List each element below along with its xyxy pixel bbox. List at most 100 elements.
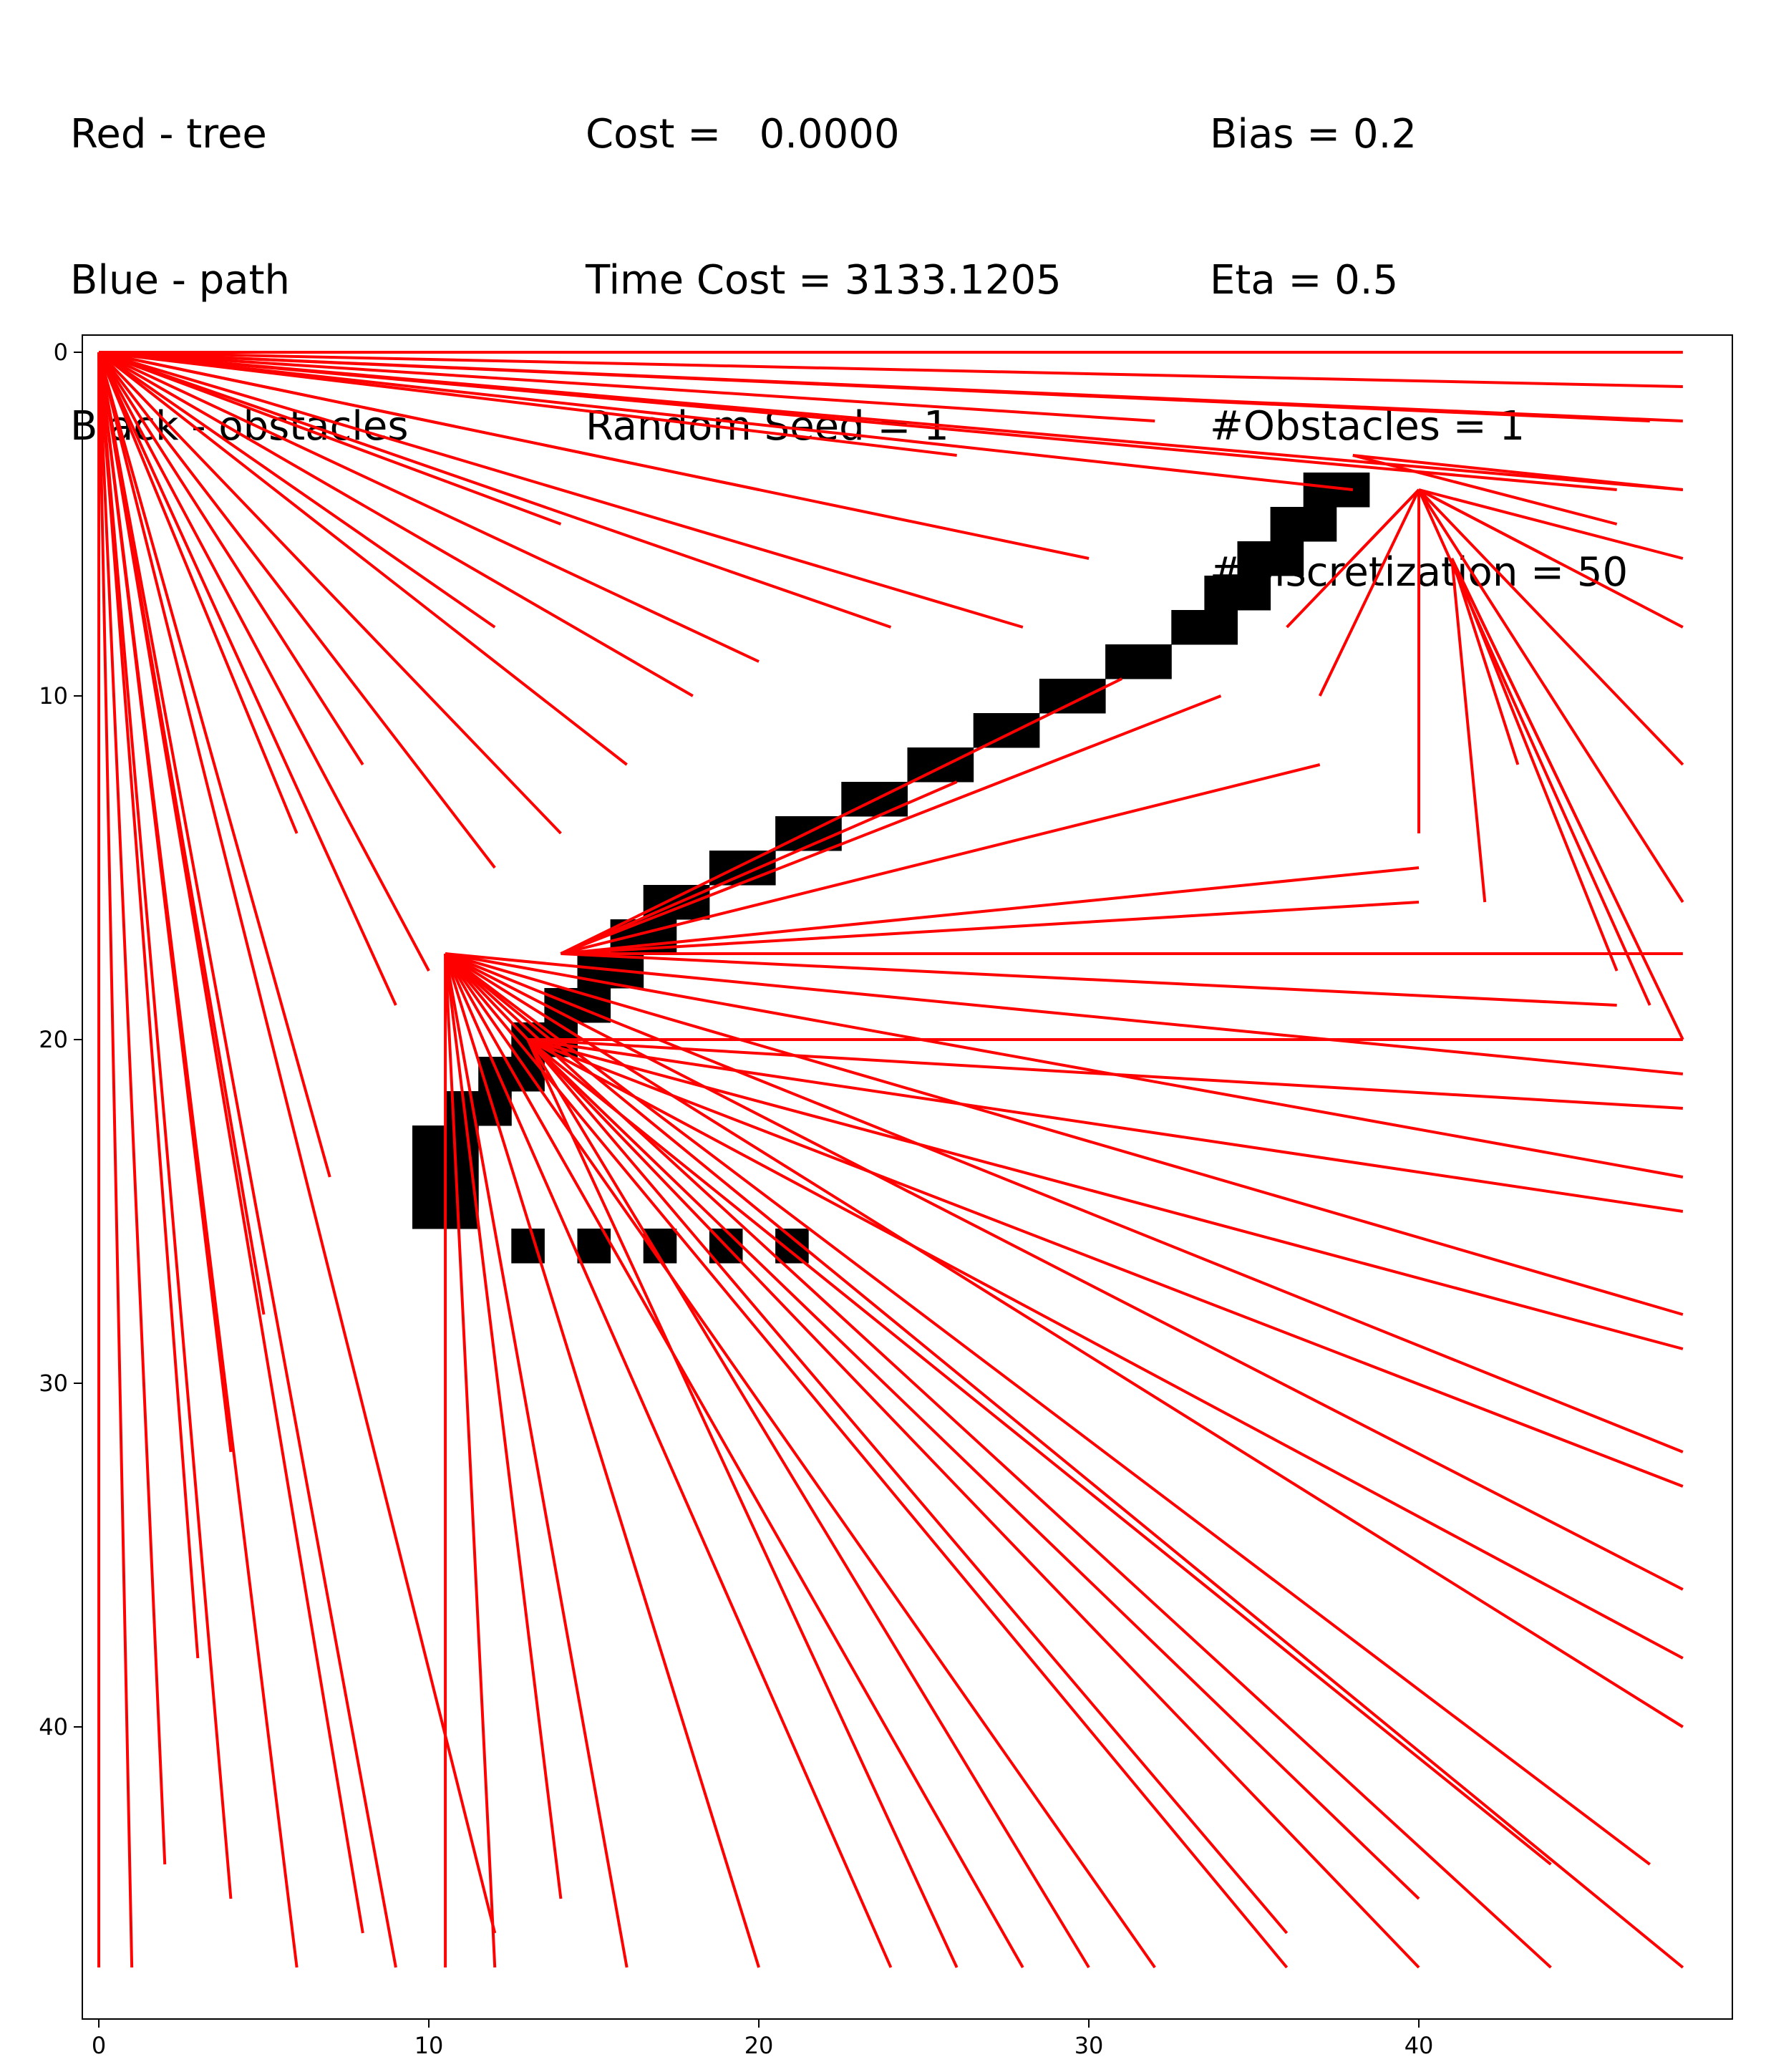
tree-edge [1352,454,1618,526]
tree-edge [1318,489,1420,697]
x-tick-label: 40 [1404,2032,1434,2059]
eta-label: Eta = 0.5 [1210,257,1399,304]
obstacle-cell [1270,541,1304,576]
tree-edge [527,1038,1684,1350]
x-tick-label: 20 [744,2032,774,2059]
tree-edge [98,351,957,457]
obstacle-cell [412,1125,446,1161]
tree-edge [560,677,1123,955]
tree-edge [97,352,397,1968]
tree-edge [97,352,299,1968]
tree-edge [1418,488,1552,560]
tree-edge [97,352,397,1006]
bias-label: Bias = 0.2 [1210,111,1417,158]
obstacle-cell [1237,541,1271,576]
tree-edge [97,352,299,834]
tree-edge [527,1038,1684,1660]
obstacle-cell [445,1194,479,1229]
tree-edge [1352,488,1420,560]
tree-edge [97,352,497,1934]
tree-edge [444,953,760,1968]
tree-edge [97,352,331,1178]
tree-edge [98,351,760,491]
tree-edge [444,952,1420,1969]
tree-edge [561,901,1420,955]
tree-edge [1450,558,1586,834]
tree-edge [98,351,1683,422]
tree-edge [526,1038,1289,1935]
tree-edge [97,352,134,1968]
tree-edge [98,351,760,663]
tree-edge [528,1038,1683,1110]
plot-frame [82,334,1733,2020]
y-tick-label: 20 [39,1026,68,1053]
obstacle-cell [1204,610,1238,645]
tree-edge [526,1038,1420,1900]
tree-edge [1418,488,1684,560]
tree-edge [97,352,233,1899]
tree-edge [97,351,496,629]
tree-edge [98,351,694,697]
obstacle-cell [841,782,875,817]
obstacle-cell [1006,713,1040,748]
obstacle-cell [1270,507,1304,542]
obstacles-layer [412,473,1370,1264]
tree-edge [527,1038,1684,1488]
x-tick-label: 0 [92,2032,106,2059]
tree-edge [560,780,958,955]
y-tick-label: 30 [39,1370,68,1397]
legend-path-label: Blue - path [70,257,291,304]
x-tick-label: 30 [1074,2032,1104,2059]
obstacle-cell [1204,576,1238,611]
tree-edge [445,952,1684,1591]
tree-edge [97,352,430,972]
y-tick-label: 10 [39,682,68,710]
metrics-text: Cost = 0.0000 Time Cost = 3133.1205 Rand… [586,13,1062,500]
obstacle-cell [1303,507,1337,542]
y-tick-label: 40 [39,1713,68,1741]
tree-edge [1352,454,1684,491]
tree-edge [444,953,629,1968]
axis-ticks: 0 10 20 30 40 0 10 20 30 40 [39,339,1433,2059]
tree-edge [98,351,892,629]
x-tick-label: 10 [414,2032,444,2059]
tree-edge [1450,558,1520,765]
tree-edge [444,952,1651,1866]
tree-edge [527,1038,1552,1866]
tree-edge [444,953,1024,1968]
tree-edge [1417,488,1684,766]
tree-edge [444,952,1684,1969]
obstacle-cell [445,1125,479,1161]
tree-edge [561,866,1420,955]
obstacle-cell [1171,610,1205,645]
tree-edge [526,1039,959,1968]
obstacle-cell [1105,644,1139,679]
tree-edge [97,351,628,766]
tree-edge [97,351,562,835]
tree-edge [445,952,1684,1178]
tree-edge [1450,558,1619,972]
tree-edge [1450,558,1487,903]
obstacle-cell [412,1160,446,1195]
tree-edge [98,351,1684,491]
tree-edge [445,952,1684,1728]
cost-label: Cost = 0.0000 [586,111,900,158]
obstacle-cell [478,1091,512,1126]
obstacle-cell [412,1194,446,1229]
tree-edge [97,351,364,766]
legend-text: Red - tree Blue - path Black - obstacles [70,13,409,500]
tree-edge [445,952,1684,1075]
tree-edge [560,694,1222,955]
tree-edge [528,1038,1684,1213]
legend-tree-label: Red - tree [70,111,267,158]
tree-edge [526,1038,1090,1969]
tree-edge [97,352,364,1934]
tree-edge [444,953,893,1968]
time-cost-label: Time Cost = 3133.1205 [586,257,1062,304]
obstacle-cell [1039,679,1073,714]
obstacle-cell [1237,576,1271,611]
tree-layer [97,351,1684,1969]
tree-edge [98,351,1155,422]
obstacle-cell [1303,473,1337,508]
